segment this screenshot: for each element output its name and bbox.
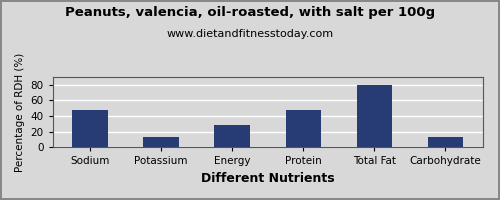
Bar	[286, 110, 321, 147]
Text: Peanuts, valencia, oil-roasted, with salt per 100g: Peanuts, valencia, oil-roasted, with sal…	[65, 6, 435, 19]
Bar	[214, 125, 250, 147]
Bar	[72, 110, 108, 147]
Text: www.dietandfitnesstoday.com: www.dietandfitnesstoday.com	[166, 29, 334, 39]
Bar	[428, 137, 463, 147]
Bar	[144, 137, 179, 147]
X-axis label: Different Nutrients: Different Nutrients	[201, 172, 334, 185]
Bar	[356, 85, 392, 147]
Y-axis label: Percentage of RDH (%): Percentage of RDH (%)	[15, 53, 25, 172]
